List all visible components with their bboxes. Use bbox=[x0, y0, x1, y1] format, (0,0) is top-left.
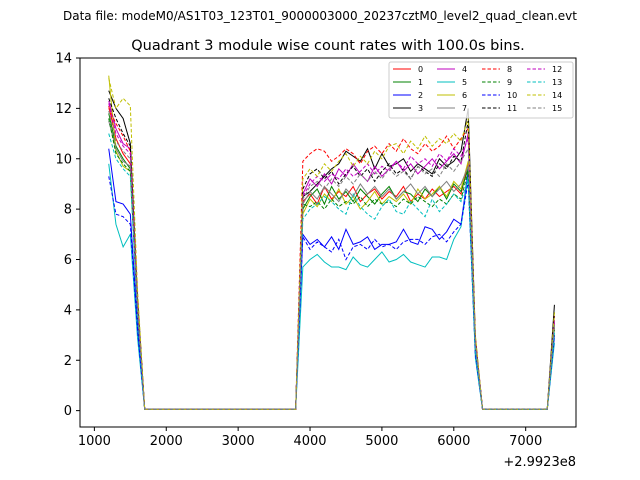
series-line-15 bbox=[108, 110, 555, 410]
x-tick-label-6000: 6000 bbox=[437, 434, 470, 449]
axes-frame bbox=[79, 57, 577, 428]
y-tick-label-2: 2 bbox=[64, 354, 72, 369]
legend-label-12: 12 bbox=[552, 65, 562, 74]
legend-label-6: 6 bbox=[462, 91, 467, 100]
x-tick-label-2000: 2000 bbox=[150, 434, 183, 449]
legend-label-5: 5 bbox=[462, 78, 467, 87]
y-tick-label-4: 4 bbox=[64, 303, 72, 318]
chart-title: Quadrant 3 module wise count rates with … bbox=[131, 38, 525, 54]
legend-label-9: 9 bbox=[507, 78, 512, 87]
x-tick-label-5000: 5000 bbox=[365, 434, 398, 449]
legend-label-7: 7 bbox=[462, 104, 467, 113]
x-axis: 1000 2000 3000 4000 5000 6000 7000 bbox=[78, 427, 542, 449]
x-offset-label: +2.9923e8 bbox=[503, 455, 576, 470]
legend-label-1: 1 bbox=[418, 78, 423, 87]
y-tick-label-10: 10 bbox=[55, 152, 72, 167]
x-tick-label-7000: 7000 bbox=[509, 434, 542, 449]
legend-label-3: 3 bbox=[418, 104, 423, 113]
y-tick-label-12: 12 bbox=[55, 102, 72, 117]
series-layer bbox=[108, 75, 555, 410]
figure-suptitle: Data file: modeM0/AS1T03_123T01_90000030… bbox=[63, 9, 577, 23]
x-tick-label-1000: 1000 bbox=[78, 434, 111, 449]
y-tick-label-0: 0 bbox=[64, 404, 72, 419]
legend-label-4: 4 bbox=[462, 65, 467, 74]
legend-label-2: 2 bbox=[418, 91, 423, 100]
legend-frame bbox=[388, 61, 574, 119]
legend-label-11: 11 bbox=[507, 104, 517, 113]
legend-label-14: 14 bbox=[552, 91, 562, 100]
legend-label-13: 13 bbox=[552, 78, 562, 87]
y-tick-label-6: 6 bbox=[64, 253, 72, 268]
y-tick-label-14: 14 bbox=[55, 52, 72, 67]
plot-area: 1000 2000 3000 4000 5000 6000 7000 02468101214… bbox=[55, 52, 577, 470]
y-axis: 0 2 4 6 8 10 12 14 bbox=[55, 52, 80, 419]
legend-label-15: 15 bbox=[552, 104, 562, 113]
legend-label-10: 10 bbox=[507, 91, 517, 100]
legend-label-8: 8 bbox=[507, 65, 512, 74]
legend-label-0: 0 bbox=[418, 65, 423, 74]
y-tick-label-8: 8 bbox=[64, 203, 72, 218]
x-tick-label-3000: 3000 bbox=[222, 434, 255, 449]
x-tick-label-4000: 4000 bbox=[293, 434, 326, 449]
